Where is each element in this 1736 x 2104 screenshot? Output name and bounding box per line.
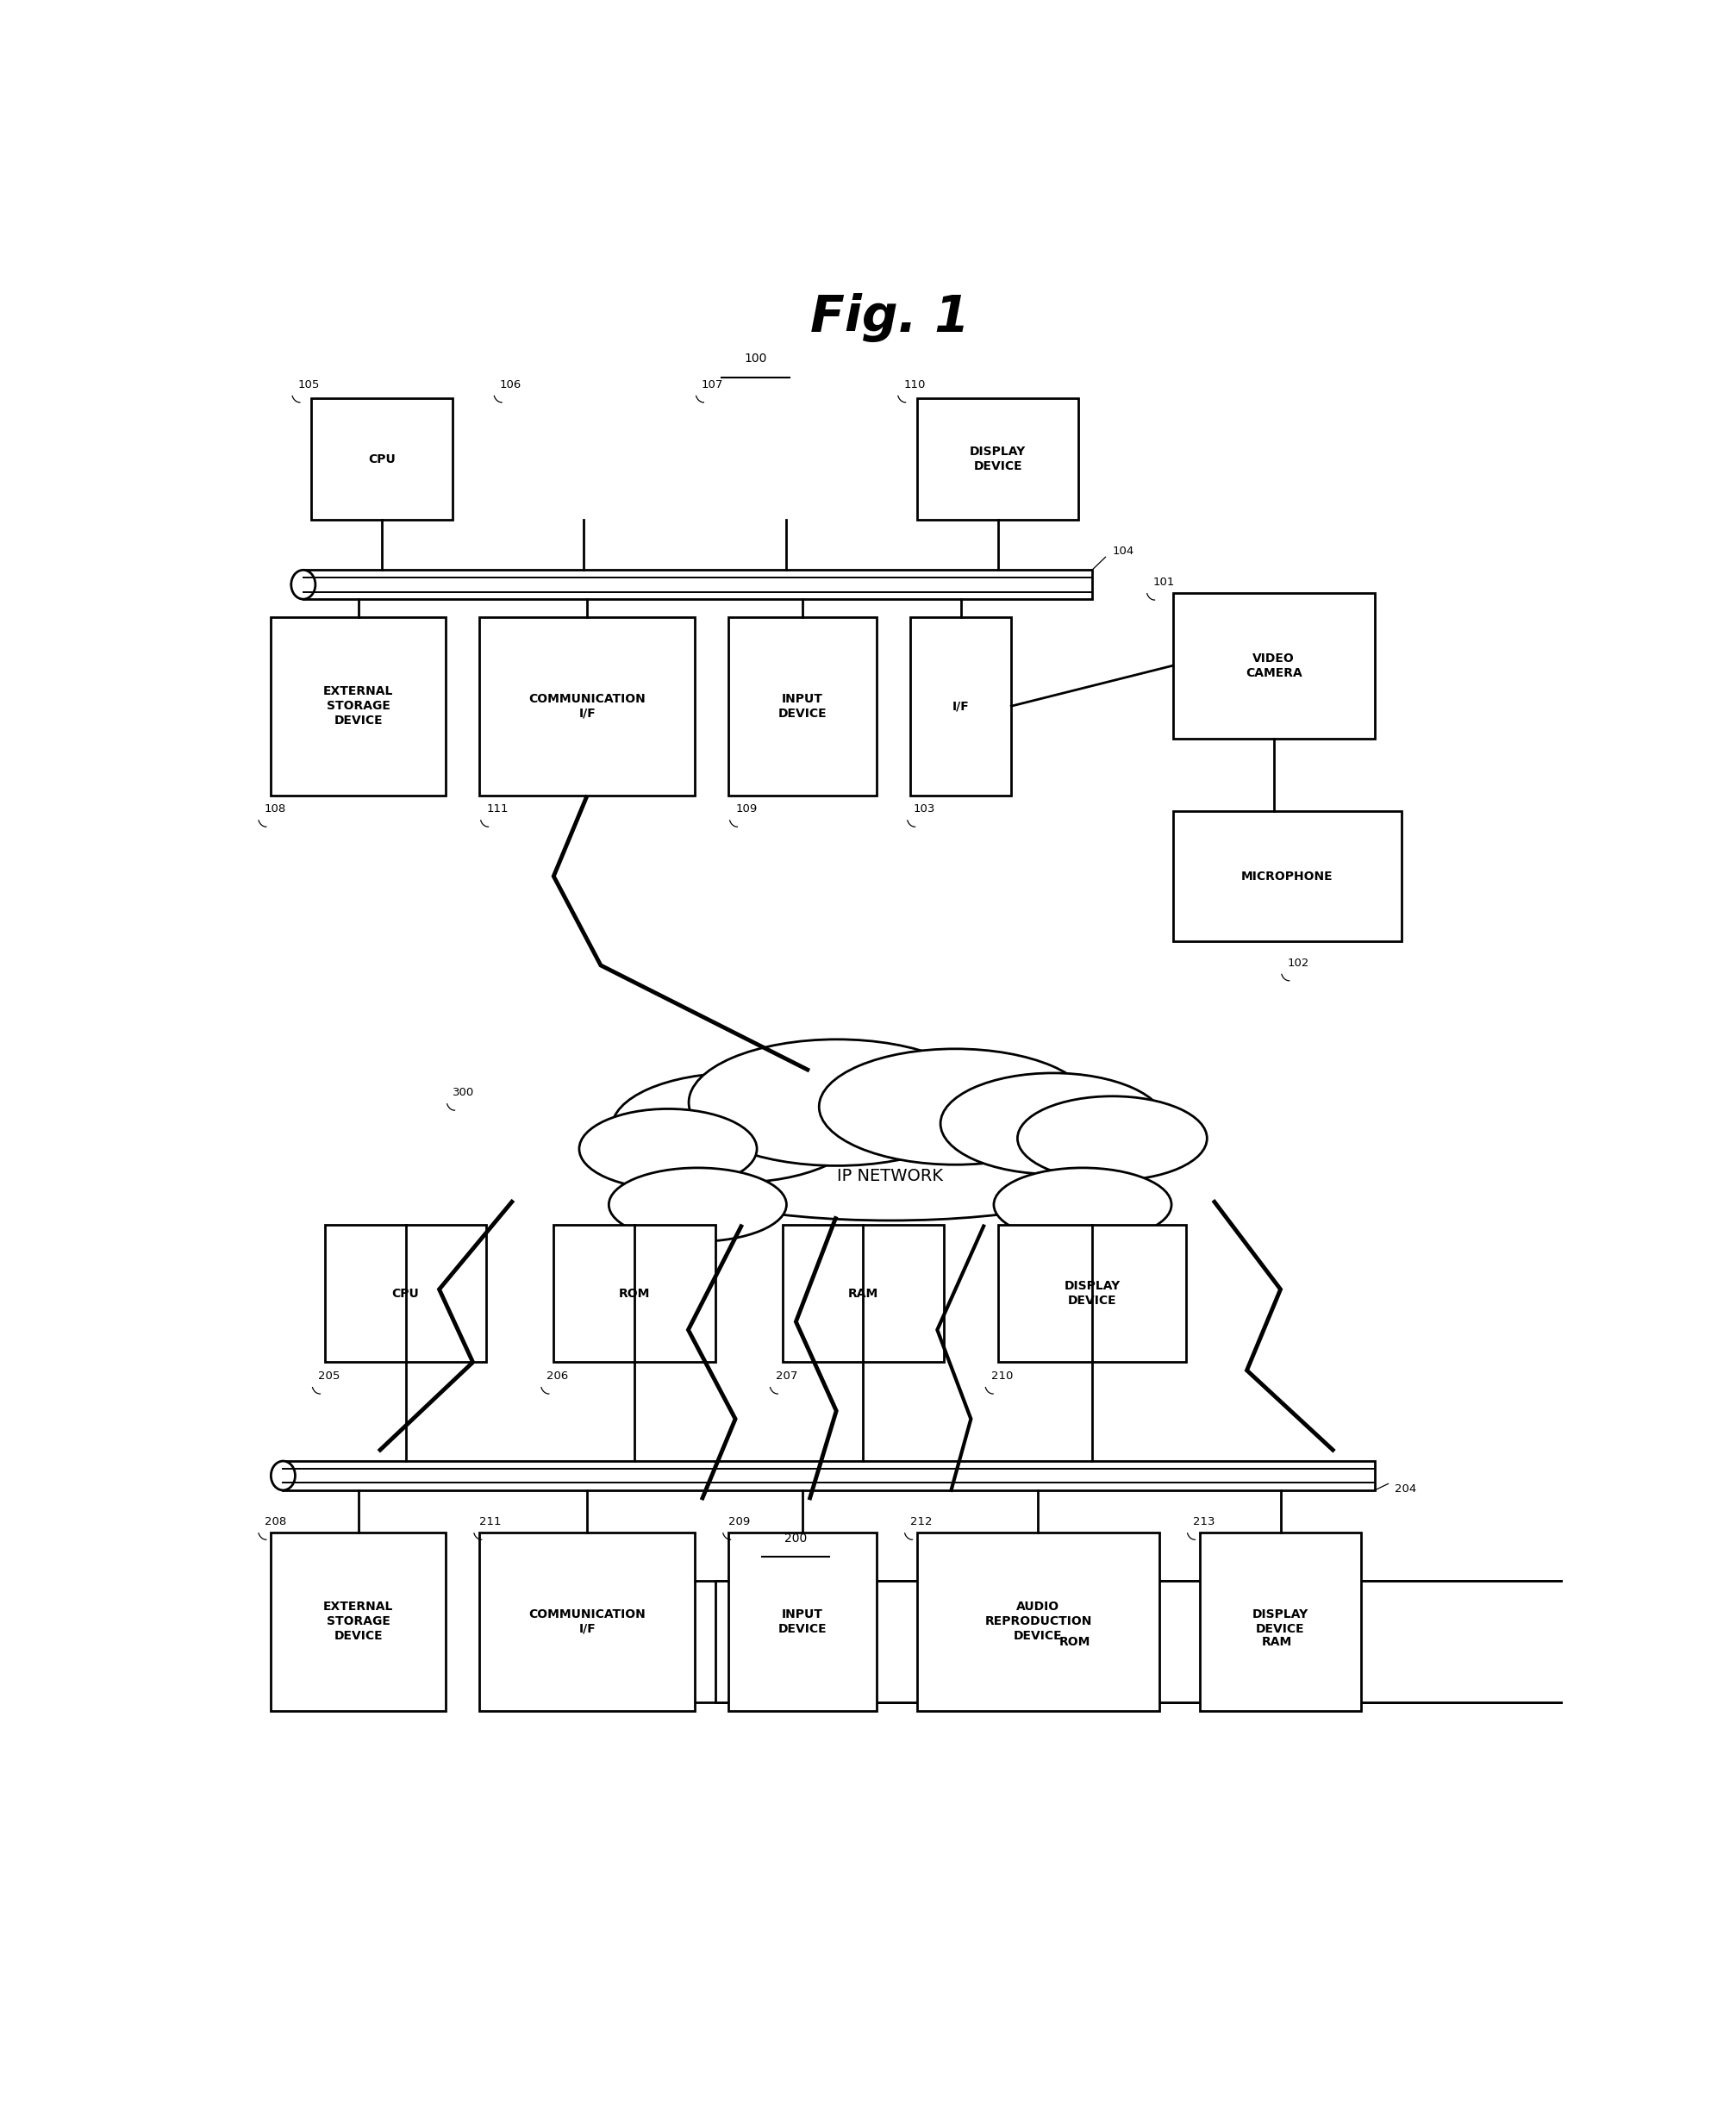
Ellipse shape <box>653 1115 1127 1220</box>
Text: 102: 102 <box>1286 957 1309 968</box>
Text: 100: 100 <box>743 353 767 364</box>
Text: 107: 107 <box>701 379 724 389</box>
Text: EXTERNAL
STORAGE
DEVICE: EXTERNAL STORAGE DEVICE <box>323 686 394 728</box>
Text: 208: 208 <box>264 1517 286 1528</box>
Ellipse shape <box>819 1048 1090 1166</box>
Bar <box>917 1532 1160 1711</box>
Text: COMMUNICATION
I/F: COMMUNICATION I/F <box>528 692 646 720</box>
Bar <box>996 1225 1186 1361</box>
Text: CPU: CPU <box>368 452 396 465</box>
Text: 213: 213 <box>1193 1517 1215 1528</box>
Text: 110: 110 <box>903 379 925 389</box>
Bar <box>729 616 877 795</box>
Bar <box>271 616 446 795</box>
Text: 105: 105 <box>299 379 319 389</box>
Text: 212: 212 <box>910 1517 932 1528</box>
Ellipse shape <box>578 1109 757 1189</box>
Bar <box>715 1580 1736 1702</box>
Text: 200: 200 <box>785 1532 807 1544</box>
Bar <box>479 1532 694 1711</box>
Bar <box>325 1225 486 1361</box>
Text: MICROPHONE: MICROPHONE <box>1241 871 1333 882</box>
Ellipse shape <box>993 1168 1170 1241</box>
Text: 104: 104 <box>1111 545 1134 558</box>
Text: 206: 206 <box>547 1370 568 1382</box>
Bar <box>479 616 694 795</box>
Ellipse shape <box>689 1039 984 1166</box>
Text: IP NETWORK: IP NETWORK <box>837 1168 943 1185</box>
Text: Fig. 1: Fig. 1 <box>811 292 969 343</box>
Bar <box>311 398 453 520</box>
Bar <box>554 1225 715 1361</box>
Bar <box>1172 593 1375 739</box>
Text: AUDIO
REPRODUCTION
DEVICE: AUDIO REPRODUCTION DEVICE <box>984 1601 1092 1643</box>
Bar <box>783 1225 944 1361</box>
Text: CPU: CPU <box>392 1288 418 1300</box>
Text: 207: 207 <box>776 1370 797 1382</box>
Bar <box>1172 812 1401 940</box>
Text: ROM: ROM <box>618 1288 649 1300</box>
Text: 109: 109 <box>734 804 757 814</box>
Ellipse shape <box>939 1073 1165 1174</box>
Ellipse shape <box>271 1460 295 1490</box>
Bar <box>1200 1532 1361 1711</box>
Text: ROM: ROM <box>1059 1635 1090 1647</box>
Bar <box>910 616 1010 795</box>
Text: 111: 111 <box>486 804 509 814</box>
Text: INPUT
DEVICE: INPUT DEVICE <box>778 692 826 720</box>
Text: EXTERNAL
STORAGE
DEVICE: EXTERNAL STORAGE DEVICE <box>323 1601 394 1643</box>
Text: I/F: I/F <box>951 701 969 711</box>
Ellipse shape <box>1017 1096 1207 1180</box>
Text: RAM: RAM <box>1262 1635 1292 1647</box>
Text: 209: 209 <box>729 1517 750 1528</box>
Bar <box>729 1532 877 1711</box>
Text: DISPLAY
DEVICE: DISPLAY DEVICE <box>1252 1607 1307 1635</box>
Text: 211: 211 <box>479 1517 502 1528</box>
Text: 210: 210 <box>991 1370 1012 1382</box>
Text: 300: 300 <box>453 1088 474 1098</box>
Text: 101: 101 <box>1153 576 1174 587</box>
Ellipse shape <box>292 570 316 600</box>
Text: INPUT
DEVICE: INPUT DEVICE <box>778 1607 826 1635</box>
Text: DISPLAY
DEVICE: DISPLAY DEVICE <box>969 446 1026 473</box>
Text: 103: 103 <box>913 804 934 814</box>
Bar <box>304 570 1092 600</box>
Text: RAM: RAM <box>847 1288 878 1300</box>
Bar <box>283 1460 1373 1490</box>
Text: 205: 205 <box>318 1370 340 1382</box>
Text: 108: 108 <box>264 804 286 814</box>
Text: 106: 106 <box>500 379 521 389</box>
Text: DISPLAY
DEVICE: DISPLAY DEVICE <box>1064 1279 1120 1307</box>
Bar <box>514 1580 1637 1702</box>
Text: VIDEO
CAMERA: VIDEO CAMERA <box>1245 652 1302 680</box>
Bar <box>917 398 1078 520</box>
Bar <box>271 1532 446 1711</box>
Text: COMMUNICATION
I/F: COMMUNICATION I/F <box>528 1607 646 1635</box>
Ellipse shape <box>611 1073 859 1182</box>
Ellipse shape <box>609 1168 786 1241</box>
Text: 204: 204 <box>1394 1483 1417 1496</box>
